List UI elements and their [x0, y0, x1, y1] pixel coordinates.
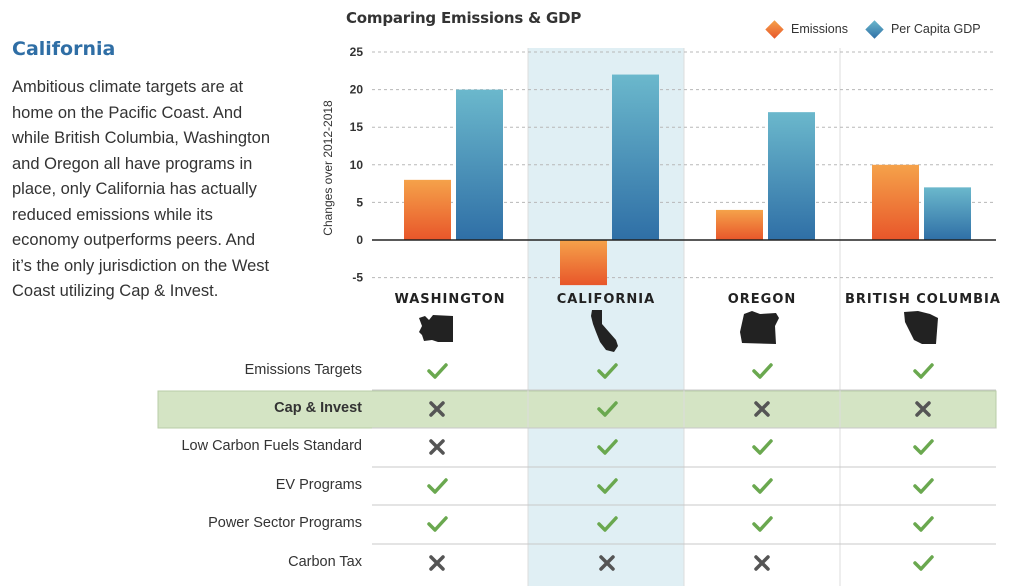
region-label-washington: WASHINGTON — [394, 292, 506, 307]
policy-row-label: Carbon Tax — [288, 554, 362, 570]
check-icon — [913, 439, 934, 455]
y-tick-label: 5 — [356, 195, 363, 209]
legend-label-gdp: Per Capita GDP — [890, 22, 981, 36]
page-title: California — [12, 38, 116, 60]
chart-legend: Emissions Per Capita GDP — [764, 19, 997, 39]
check-icon — [597, 516, 618, 532]
cross-icon — [429, 401, 445, 417]
region-label-oregon: OREGON — [727, 292, 797, 307]
cross-icon — [915, 401, 931, 417]
check-icon — [752, 363, 773, 379]
emissions-bar-washington — [404, 179, 451, 240]
cross-icon — [754, 401, 770, 417]
y-tick-label: 25 — [350, 45, 364, 59]
legend-swatch-emissions — [765, 19, 784, 39]
check-icon — [752, 516, 773, 532]
legend-item-emissions: Emissions — [764, 19, 848, 39]
highlight-row-band — [157, 390, 997, 429]
check-icon — [597, 363, 618, 379]
policy-row-label: Cap & Invest — [274, 400, 362, 416]
legend-item-gdp: Per Capita GDP — [864, 19, 981, 39]
gdp-bar-california — [612, 74, 659, 240]
gdp-bar-washington — [456, 89, 503, 240]
legend-swatch-gdp — [865, 19, 884, 39]
british-columbia-map-icon — [904, 311, 938, 344]
y-tick-label: 10 — [350, 158, 364, 172]
y-tick-label: -5 — [352, 271, 363, 285]
region-label-british-columbia: BRITISH COLUMBIA — [845, 292, 1001, 307]
y-axis-label: Changes over 2012-2018 — [321, 100, 335, 236]
check-icon — [913, 363, 934, 379]
check-icon — [752, 439, 773, 455]
washington-map-icon — [419, 315, 453, 342]
check-icon — [427, 478, 448, 494]
cross-icon — [429, 439, 445, 455]
check-icon — [752, 478, 773, 494]
gdp-bar-british-columbia — [924, 187, 971, 240]
gdp-bar-oregon — [768, 112, 815, 240]
chart-title: Comparing Emissions & GDP — [346, 9, 582, 27]
check-icon — [913, 555, 934, 571]
policy-row-label: Power Sector Programs — [208, 515, 362, 531]
check-icon — [597, 401, 618, 417]
california-map-icon — [591, 310, 618, 352]
policy-row-label: EV Programs — [275, 477, 362, 493]
y-tick-label: 15 — [350, 120, 364, 134]
legend-label-emissions: Emissions — [791, 22, 848, 36]
policy-row-label: Emissions Targets — [244, 362, 362, 378]
y-tick-label: 0 — [356, 233, 363, 247]
check-icon — [427, 516, 448, 532]
cross-icon — [599, 555, 615, 571]
emissions-bar-california — [560, 240, 607, 286]
check-icon — [913, 478, 934, 494]
policy-row-label: Low Carbon Fuels Standard — [181, 438, 362, 454]
cross-icon — [754, 555, 770, 571]
check-icon — [597, 439, 618, 455]
cross-icon — [429, 555, 445, 571]
check-icon — [913, 516, 934, 532]
check-icon — [597, 478, 618, 494]
emissions-bar-british-columbia — [872, 164, 919, 240]
intro-text: Ambitious climate targets are at home on… — [12, 78, 270, 300]
oregon-map-icon — [740, 311, 779, 344]
check-icon — [427, 363, 448, 379]
y-tick-label: 20 — [350, 83, 364, 97]
region-label-california: CALIFORNIA — [556, 292, 656, 307]
emissions-bar-oregon — [716, 209, 763, 240]
